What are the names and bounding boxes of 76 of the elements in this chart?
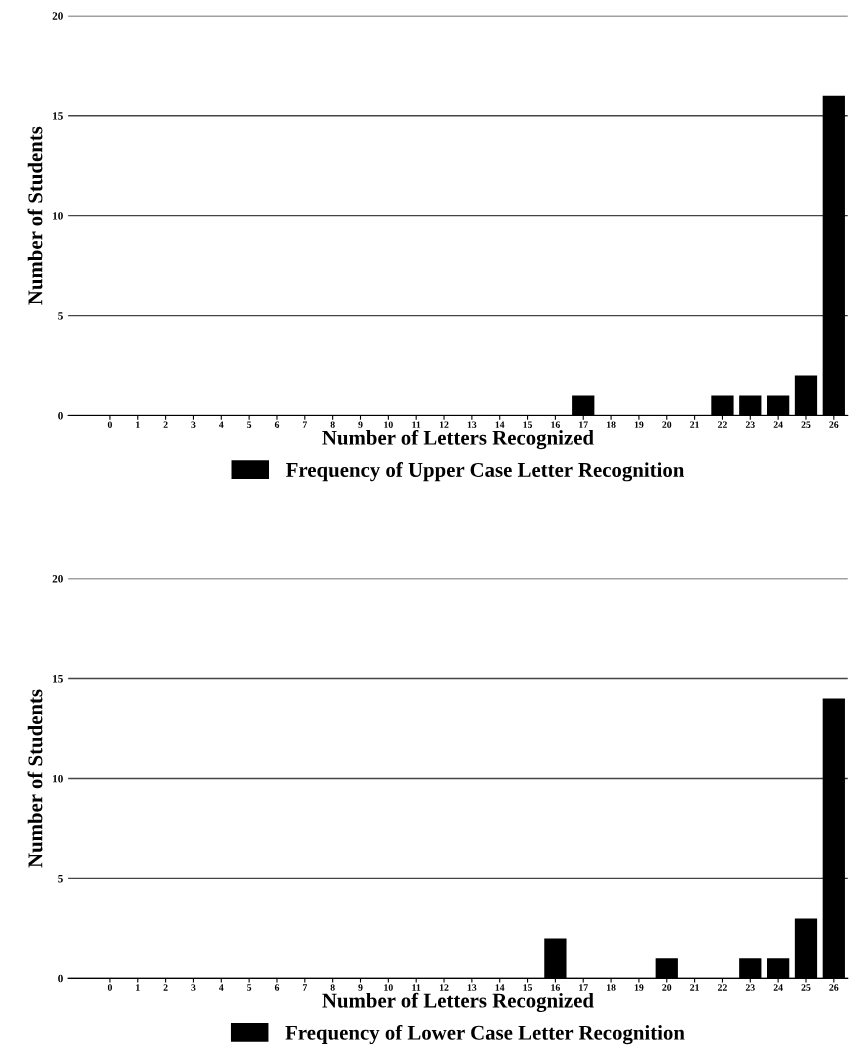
x-tick-label: 8 (330, 421, 335, 428)
x-tick-label: 12 (439, 984, 449, 991)
x-tick-label: 19 (634, 984, 644, 991)
x-tick-label: 7 (302, 421, 308, 428)
bar (822, 95, 845, 416)
legend-label: Frequency of Lower Case Letter Recognition (285, 1024, 685, 1045)
y-tick-label: 15 (53, 112, 63, 120)
x-tick-label: 23 (745, 984, 755, 991)
x-tick-label: 2 (163, 421, 168, 428)
x-tick-label: 15 (523, 421, 533, 428)
x-tick-label: 23 (745, 421, 755, 428)
x-tick-label: 20 (662, 421, 672, 428)
y-tick-label: 10 (53, 212, 63, 220)
x-tick-label: 17 (579, 421, 588, 428)
x-axis-title: Number of Letters Recognized (322, 992, 594, 1012)
x-tick-label: 6 (274, 421, 280, 428)
y-tick-label: 20 (52, 12, 63, 20)
x-tick-label: 1 (136, 421, 140, 428)
x-tick-label: 24 (773, 984, 783, 991)
x-tick-label: 25 (801, 984, 811, 991)
y-tick-label: 10 (53, 774, 63, 783)
x-tick-label: 1 (136, 984, 140, 991)
y-axis-title: Number of Students (27, 126, 43, 305)
x-tick-label: 15 (523, 984, 533, 991)
x-tick-label: 14 (495, 984, 505, 991)
y-tick-label: 0 (58, 412, 63, 420)
y-tick-label: 15 (53, 675, 63, 683)
x-tick-label: 10 (384, 421, 393, 428)
y-axis-title: Number of Students (27, 689, 43, 868)
legend-label: Frequency of Upper Case Letter Recognition (286, 462, 685, 482)
x-tick-label: 14 (495, 421, 505, 428)
x-tick-label: 18 (607, 984, 616, 991)
bar (572, 395, 595, 416)
x-tick-label: 13 (467, 984, 477, 991)
x-tick-label: 25 (801, 421, 811, 428)
x-tick-label: 8 (330, 984, 335, 991)
x-tick-label: 0 (107, 984, 112, 991)
x-tick-label: 21 (690, 421, 699, 428)
x-tick-label: 7 (302, 984, 308, 991)
x-tick-label: 26 (829, 984, 839, 991)
x-tick-label: 0 (107, 421, 112, 428)
x-tick-label: 22 (718, 984, 727, 991)
y-tick-label: 0 (58, 974, 63, 983)
x-tick-label: 26 (829, 421, 839, 428)
x-tick-label: 12 (439, 421, 449, 428)
x-tick-label: 19 (634, 421, 644, 428)
bar (767, 395, 790, 416)
x-tick-label: 18 (607, 421, 616, 428)
x-tick-label: 16 (551, 984, 560, 991)
x-tick-label: 10 (384, 984, 393, 991)
x-tick-label: 20 (662, 984, 672, 991)
x-tick-label: 6 (274, 984, 280, 991)
x-tick-label: 5 (247, 421, 252, 428)
x-tick-label: 4 (218, 421, 224, 428)
y-tick-label: 5 (58, 312, 63, 320)
bar (711, 395, 734, 416)
bar (739, 395, 762, 416)
x-tick-label: 3 (191, 984, 196, 991)
y-tick-label: 20 (52, 575, 63, 583)
x-tick-label: 13 (467, 421, 477, 428)
x-axis-title: Number of Letters Recognized (322, 429, 594, 450)
x-tick-label: 2 (163, 984, 168, 991)
x-tick-label: 11 (412, 984, 421, 991)
x-tick-label: 9 (358, 984, 363, 991)
x-tick-label: 4 (218, 984, 224, 991)
x-tick-label: 11 (412, 421, 421, 428)
x-tick-label: 16 (551, 421, 560, 428)
x-tick-label: 17 (579, 984, 588, 991)
x-tick-label: 21 (690, 984, 699, 991)
bar (794, 375, 818, 416)
x-tick-label: 22 (718, 421, 727, 428)
y-tick-label: 5 (58, 875, 63, 883)
x-tick-label: 24 (773, 421, 783, 428)
x-tick-label: 9 (358, 421, 363, 428)
x-tick-label: 3 (191, 421, 196, 428)
x-tick-label: 5 (247, 984, 252, 991)
